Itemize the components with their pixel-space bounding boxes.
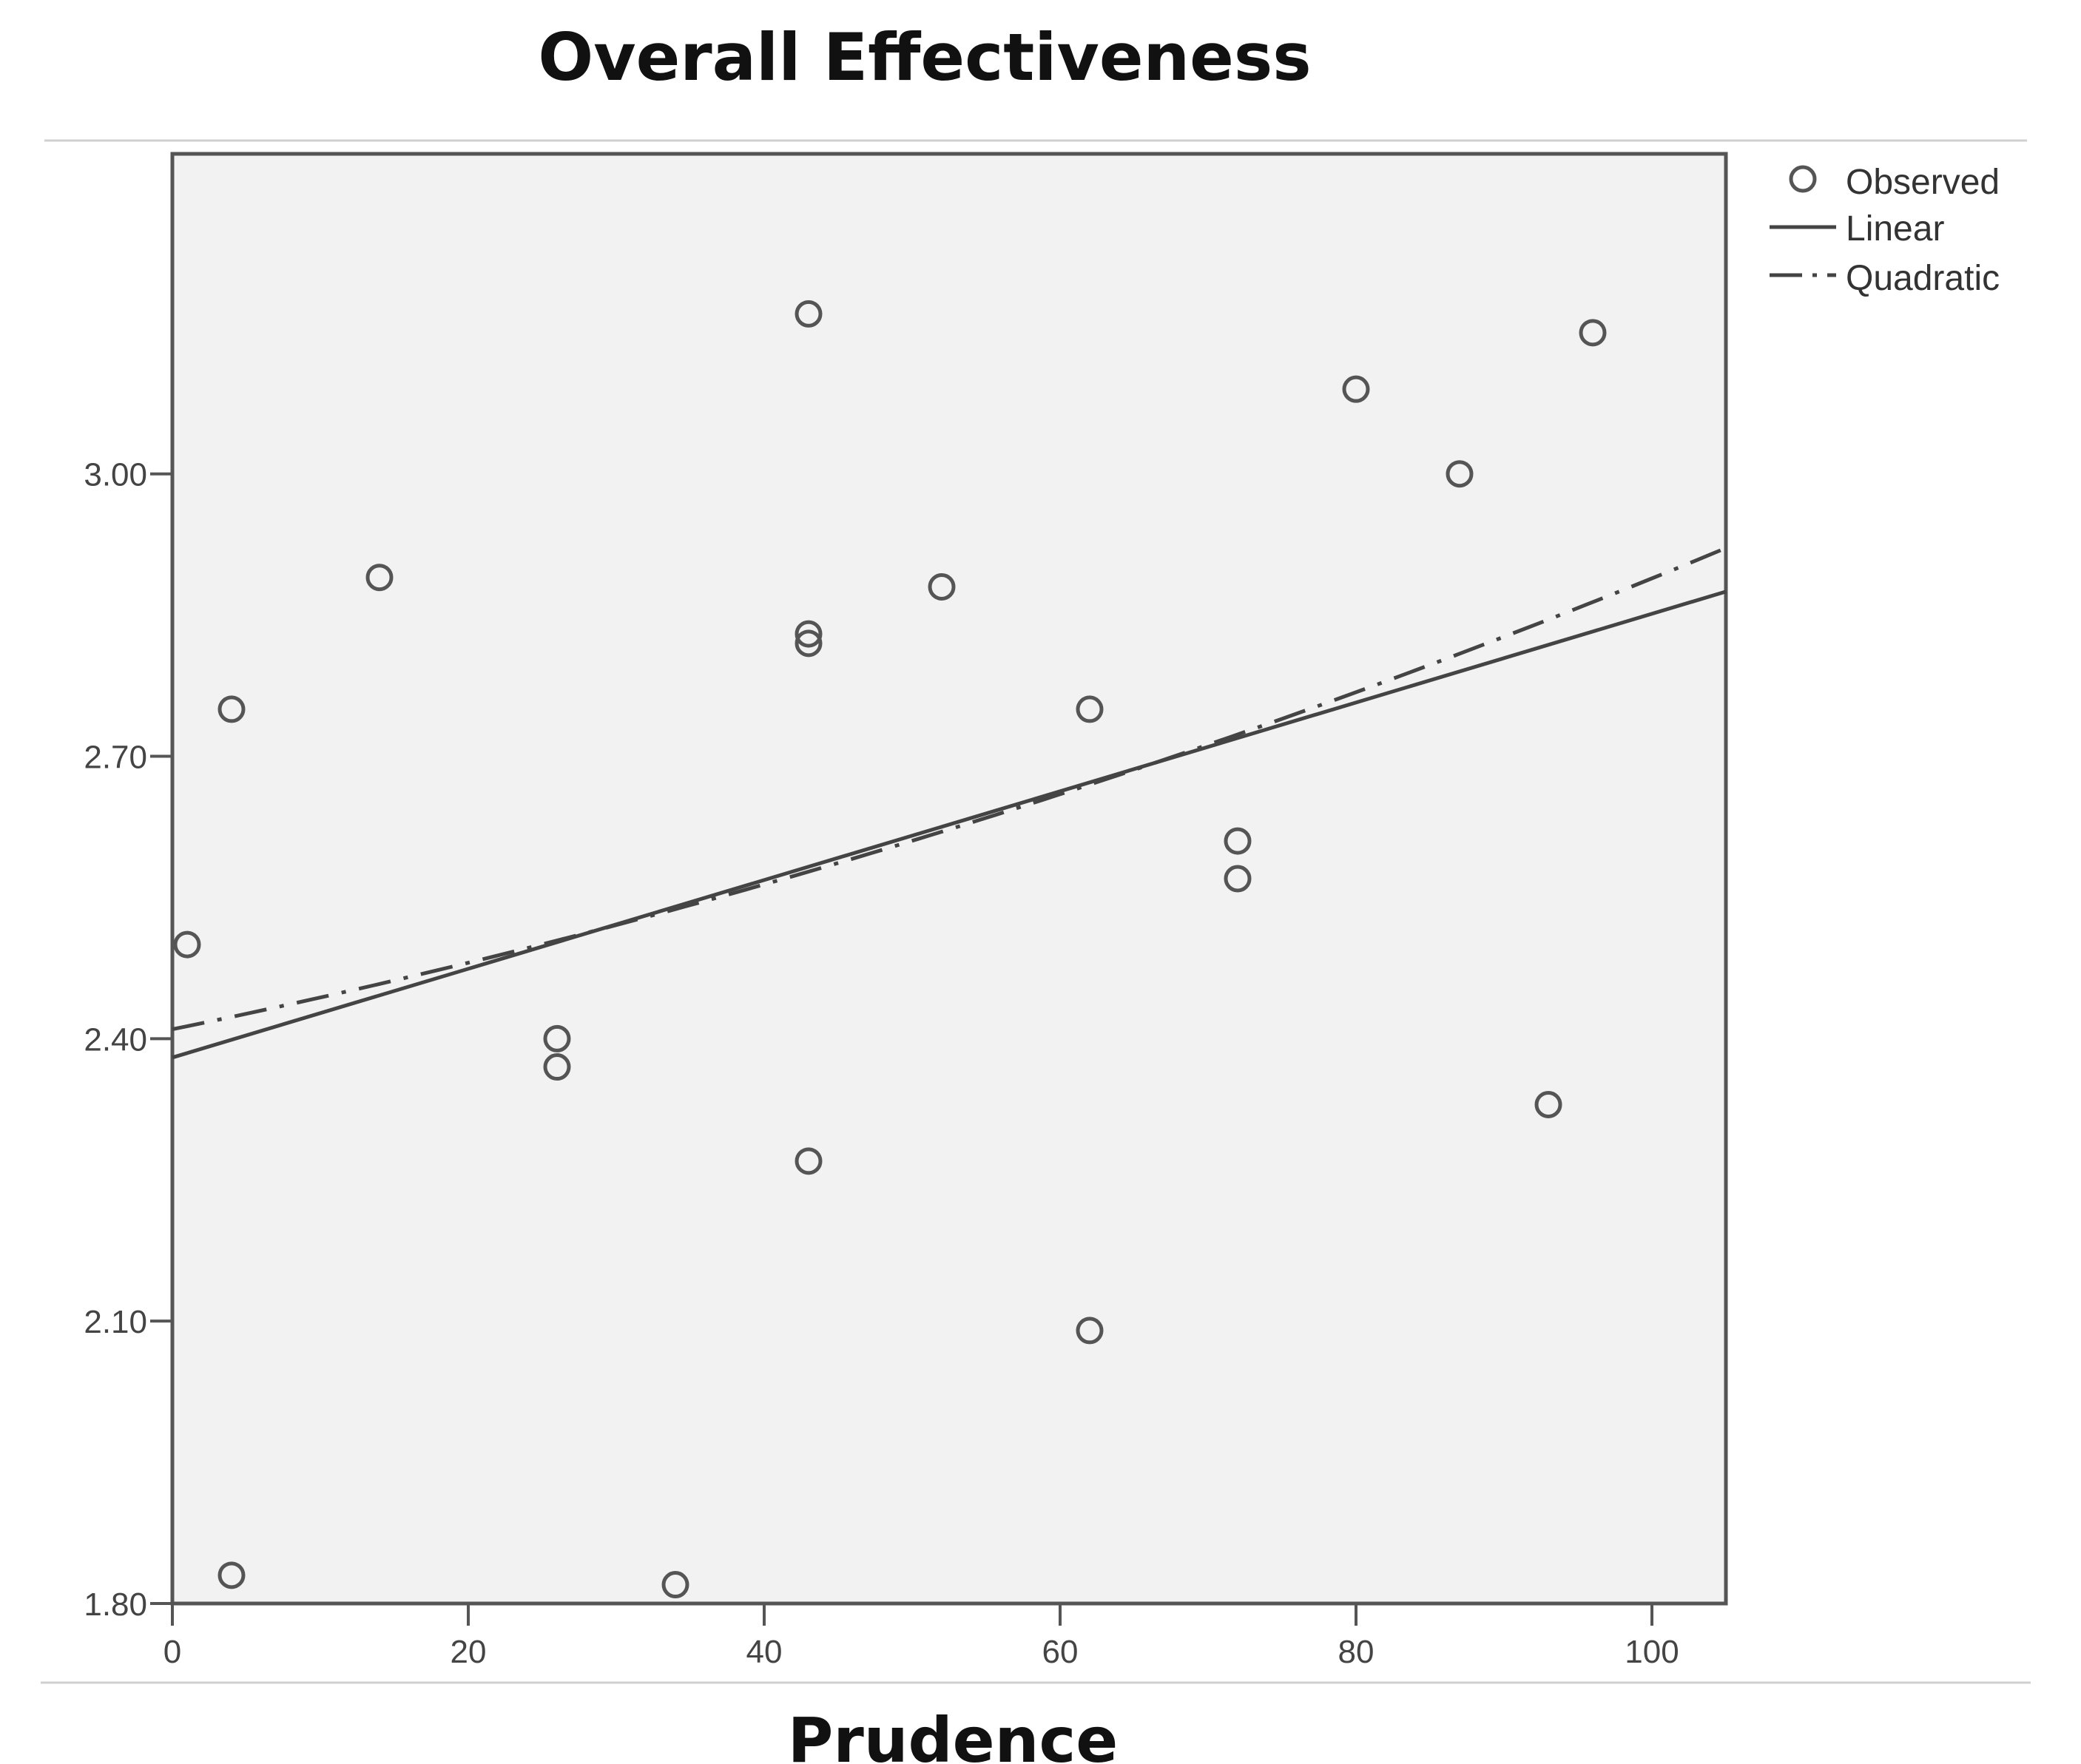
linear-fit-line — [172, 589, 1727, 1060]
x-tick-label: 40 — [746, 1634, 783, 1670]
observed-point — [217, 695, 246, 723]
x-tick-label: 0 — [163, 1634, 181, 1670]
legend-observed-marker — [1789, 165, 1817, 193]
observed-point — [795, 1147, 823, 1175]
x-axis-label: Prudence — [788, 1704, 1118, 1764]
y-tick-label: 2.70 — [84, 740, 147, 776]
observed-point — [928, 572, 956, 601]
observed-point — [365, 564, 394, 592]
observed-point — [543, 1053, 571, 1081]
observed-point — [1224, 865, 1252, 893]
observed-point — [1076, 1317, 1104, 1345]
fit-lines — [172, 546, 1727, 1060]
observed-points — [173, 300, 1607, 1599]
observed-point — [543, 1024, 571, 1052]
observed-point — [1342, 375, 1370, 403]
legend-observed-label: Observed — [1846, 163, 2000, 202]
quadratic-fit-line — [172, 546, 1727, 1032]
observed-point — [1446, 460, 1474, 488]
observed-point — [795, 629, 823, 658]
y-tick-label: 2.40 — [84, 1021, 147, 1058]
legend-quadratic-label: Quadratic — [1846, 259, 2000, 298]
x-tick-label: 60 — [1042, 1634, 1079, 1670]
observed-point — [1224, 827, 1252, 855]
y-tick-label: 1.80 — [84, 1586, 147, 1623]
observed-point — [795, 300, 823, 328]
y-axis: 1.80 2.10 2.40 2.70 3.00 — [84, 457, 172, 1623]
observed-point — [217, 1561, 246, 1589]
observed-point — [795, 620, 823, 648]
y-tick-label: 3.00 — [84, 457, 147, 493]
observed-point — [661, 1571, 689, 1599]
plot-area — [170, 152, 1728, 1606]
observed-point — [1579, 319, 1607, 347]
observed-point — [1076, 695, 1104, 723]
x-tick-label: 100 — [1625, 1634, 1679, 1670]
y-tick-label: 2.10 — [84, 1304, 147, 1340]
x-tick-label: 80 — [1338, 1634, 1375, 1670]
chart-title: Overall Effectiveness — [538, 19, 1311, 95]
observed-point — [1534, 1090, 1562, 1118]
x-axis: 0 20 40 60 80 100 — [163, 1604, 1679, 1670]
x-tick-label: 20 — [451, 1634, 487, 1670]
legend: Observed Linear Quadratic — [1770, 163, 2000, 298]
observed-point — [173, 930, 201, 959]
legend-linear-label: Linear — [1846, 209, 1944, 249]
